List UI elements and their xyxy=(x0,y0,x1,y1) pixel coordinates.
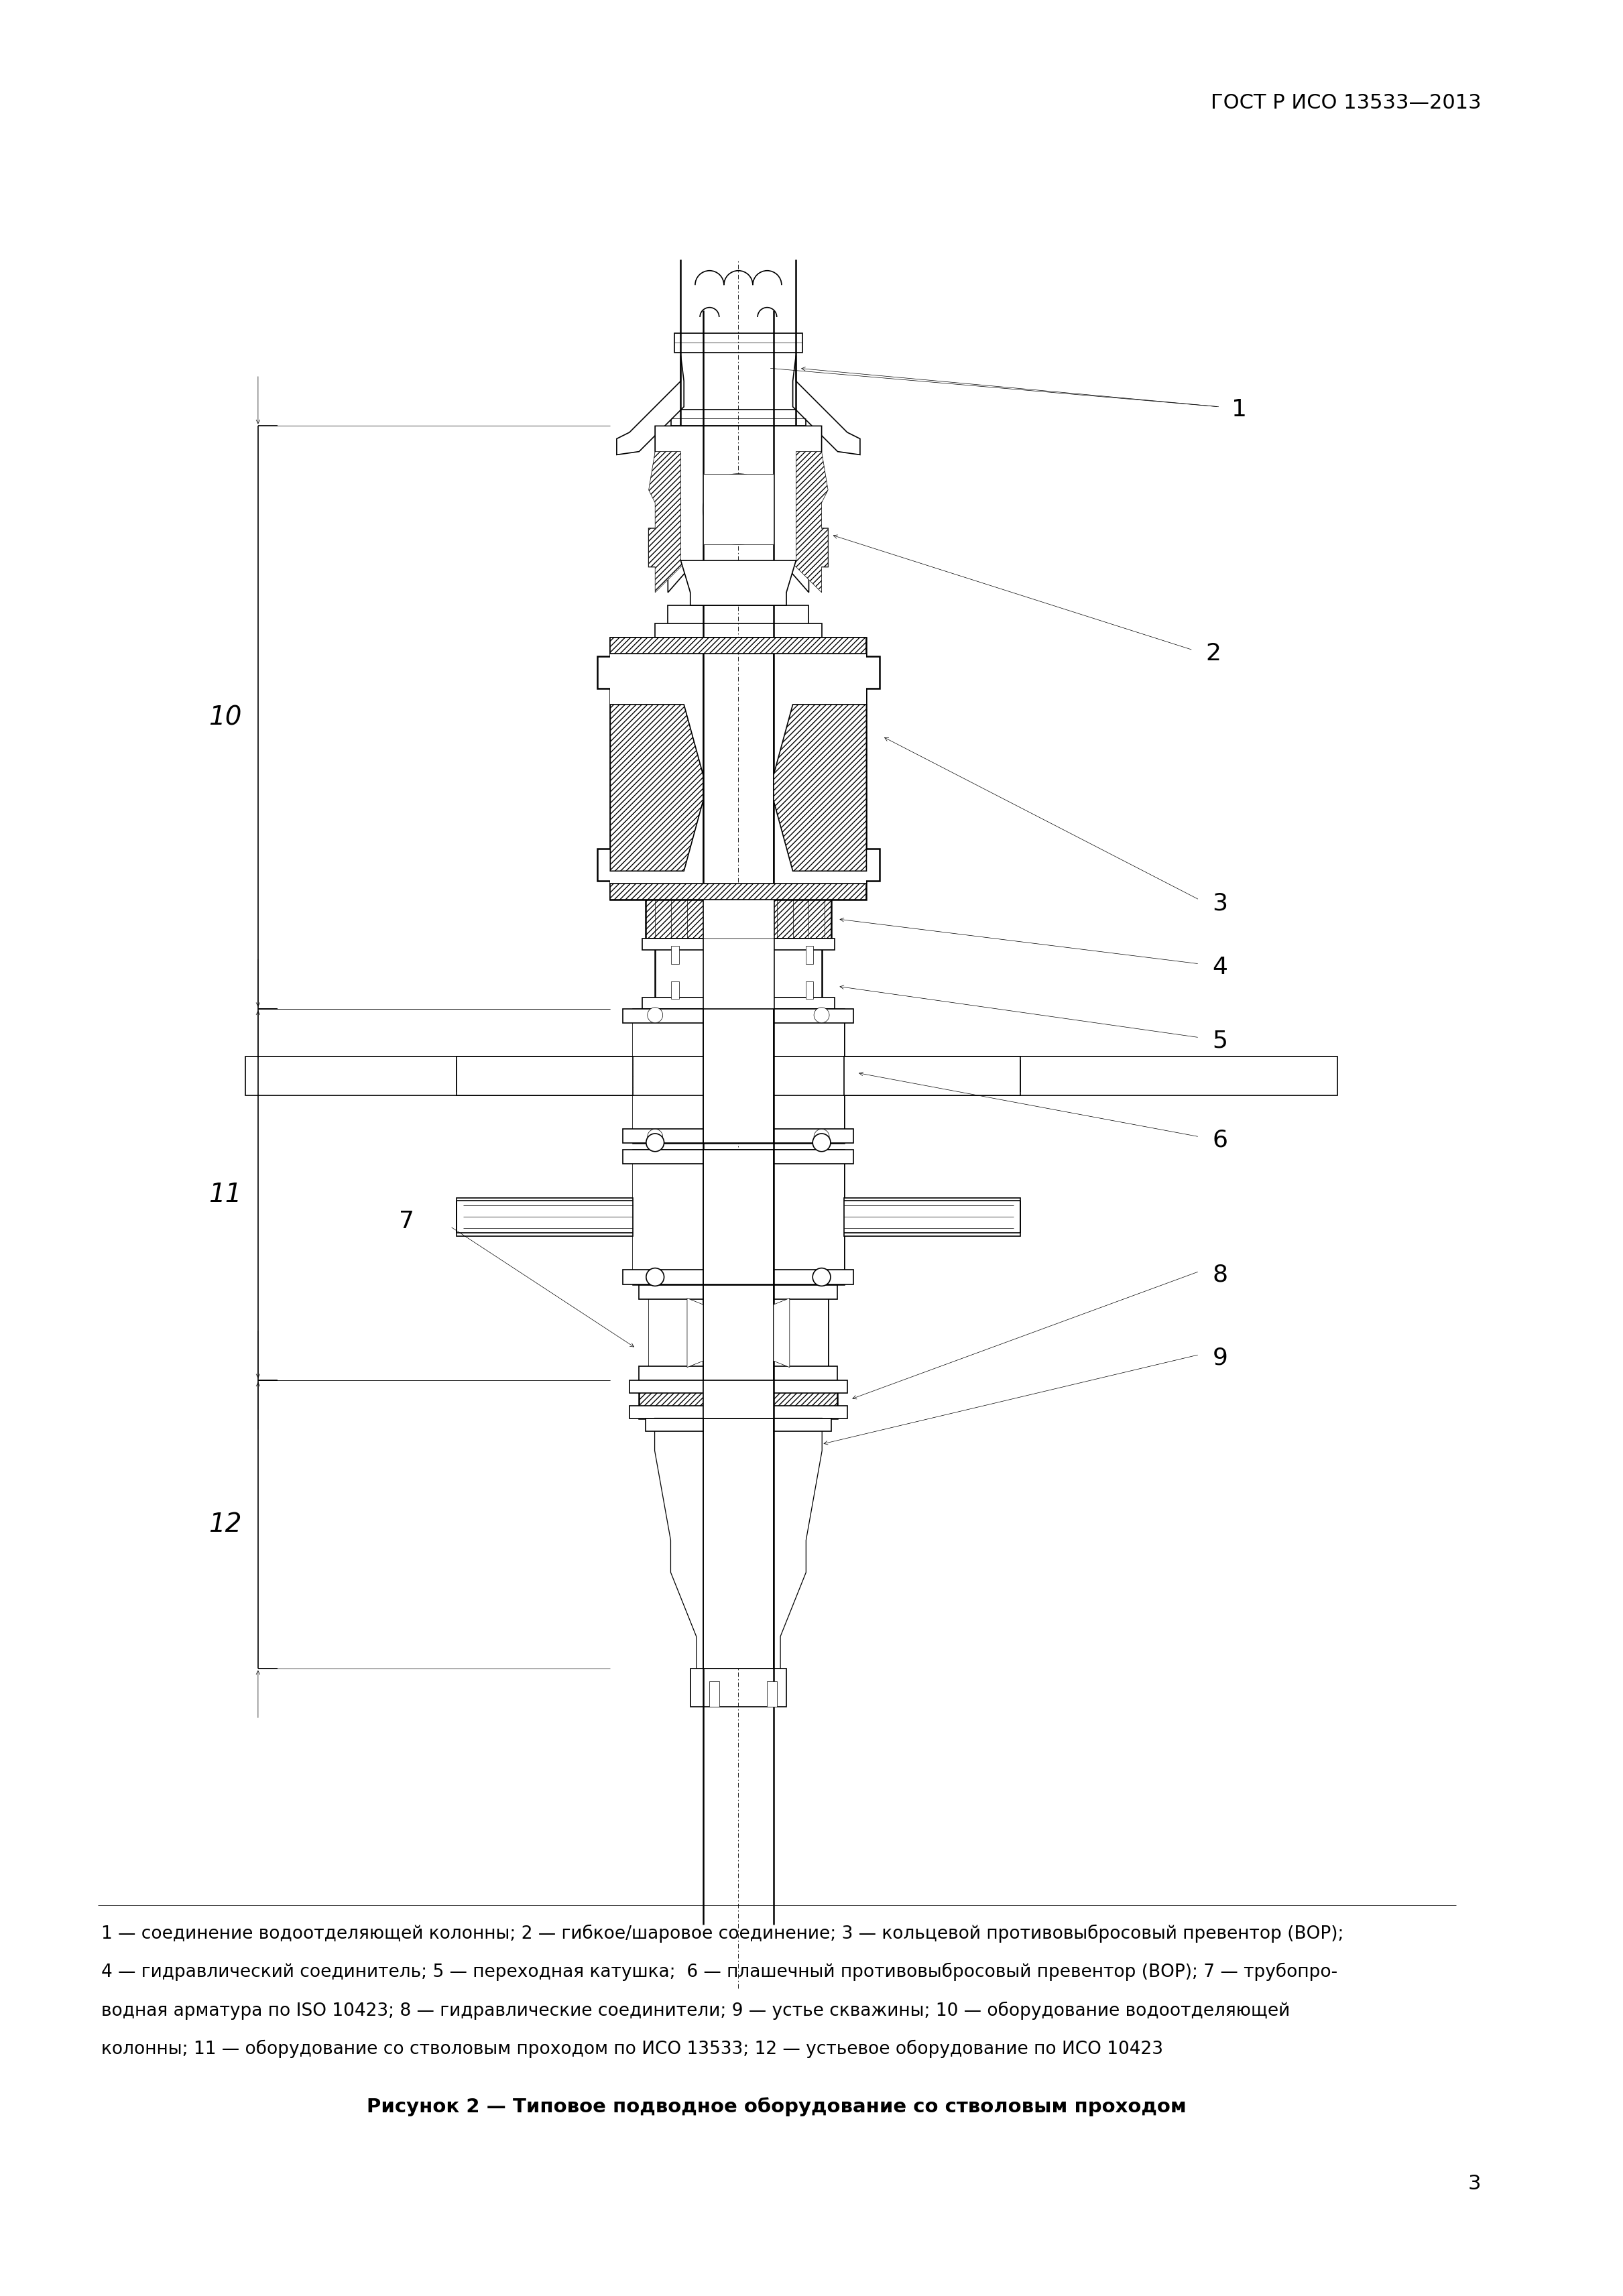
Text: 7: 7 xyxy=(399,1210,414,1233)
Bar xyxy=(610,884,867,900)
Text: 1: 1 xyxy=(1232,400,1246,422)
Bar xyxy=(633,1008,844,1143)
Bar xyxy=(703,1286,774,1380)
Bar xyxy=(690,1669,787,1706)
Text: 12: 12 xyxy=(209,1511,242,1536)
Bar xyxy=(623,1150,854,1164)
Polygon shape xyxy=(633,1150,703,1283)
Polygon shape xyxy=(656,1419,821,1669)
Polygon shape xyxy=(789,427,828,592)
Bar xyxy=(633,1150,844,1283)
Bar xyxy=(670,980,678,999)
Bar xyxy=(768,1681,777,1706)
Bar xyxy=(844,1199,1021,1235)
Bar xyxy=(623,1270,854,1283)
Bar xyxy=(805,980,813,999)
Bar xyxy=(646,1419,831,1430)
Circle shape xyxy=(646,1267,664,1286)
Text: 2: 2 xyxy=(1206,643,1220,664)
Bar xyxy=(656,622,821,638)
Bar xyxy=(844,1056,1021,1095)
Text: 4: 4 xyxy=(1212,955,1227,978)
Bar xyxy=(649,1286,828,1380)
Bar xyxy=(456,1056,633,1095)
Polygon shape xyxy=(610,705,703,870)
Text: колонны; 11 — оборудование со стволовым проходом по ИСО 13533; 12 — устьевое обо: колонны; 11 — оборудование со стволовым … xyxy=(101,2039,1164,2057)
Bar xyxy=(610,638,867,654)
Polygon shape xyxy=(633,1008,703,1143)
Bar xyxy=(703,1150,774,1283)
Bar xyxy=(703,1380,774,1419)
Polygon shape xyxy=(774,1419,821,1669)
Text: 11: 11 xyxy=(209,1182,242,1208)
Polygon shape xyxy=(649,427,828,606)
Text: 8: 8 xyxy=(1212,1263,1227,1286)
Bar xyxy=(630,1380,847,1394)
Circle shape xyxy=(813,1134,831,1153)
Text: 5: 5 xyxy=(1212,1029,1227,1052)
Circle shape xyxy=(813,1267,831,1286)
Polygon shape xyxy=(792,356,860,455)
Circle shape xyxy=(648,1130,662,1143)
Bar xyxy=(703,939,774,1008)
Bar xyxy=(670,946,678,964)
Bar xyxy=(674,333,802,351)
Polygon shape xyxy=(774,705,867,870)
Polygon shape xyxy=(610,638,703,900)
Bar xyxy=(669,606,808,625)
Text: 9: 9 xyxy=(1212,1345,1227,1368)
Polygon shape xyxy=(649,1286,703,1380)
Text: 10: 10 xyxy=(209,705,242,730)
Bar xyxy=(703,900,774,939)
Polygon shape xyxy=(774,1150,844,1283)
Circle shape xyxy=(813,1130,829,1143)
Polygon shape xyxy=(774,638,867,900)
Text: 1 — соединение водоотделяющей колонны; 2 — гибкое/шаровое соединение; 3 — кольце: 1 — соединение водоотделяющей колонны; 2… xyxy=(101,1924,1344,1942)
Bar xyxy=(623,1130,854,1143)
Polygon shape xyxy=(656,1419,703,1669)
Bar xyxy=(709,1681,719,1706)
Circle shape xyxy=(703,473,774,544)
Circle shape xyxy=(813,1008,829,1022)
Polygon shape xyxy=(680,560,795,606)
Bar xyxy=(639,1366,837,1380)
Bar xyxy=(703,473,774,544)
Bar xyxy=(703,1008,774,1143)
Bar xyxy=(456,1199,633,1235)
Text: ГОСТ Р ИСО 13533—2013: ГОСТ Р ИСО 13533—2013 xyxy=(1211,92,1482,113)
Bar xyxy=(643,939,834,951)
Bar xyxy=(245,1056,1337,1095)
Polygon shape xyxy=(687,1297,703,1368)
Polygon shape xyxy=(649,427,687,592)
Bar xyxy=(805,946,813,964)
Bar xyxy=(623,1008,854,1022)
Text: 3: 3 xyxy=(1469,2174,1482,2193)
Circle shape xyxy=(648,1008,662,1022)
Polygon shape xyxy=(774,1008,844,1143)
Bar xyxy=(630,1405,847,1419)
Bar xyxy=(656,939,821,1008)
Text: 4 — гидравлический соединитель; 5 — переходная катушка;  6 — плашечный противовы: 4 — гидравлический соединитель; 5 — пере… xyxy=(101,1963,1337,1981)
Bar xyxy=(639,1286,837,1300)
Text: Рисунок 2 — Типовое подводное оборудование со стволовым проходом: Рисунок 2 — Типовое подводное оборудован… xyxy=(367,2099,1186,2117)
Polygon shape xyxy=(617,356,683,455)
Polygon shape xyxy=(774,1286,828,1380)
Bar xyxy=(703,1419,774,1669)
Text: 6: 6 xyxy=(1212,1130,1227,1150)
Bar xyxy=(643,996,834,1008)
Circle shape xyxy=(646,1134,664,1153)
Polygon shape xyxy=(774,1297,789,1368)
Bar xyxy=(639,1380,837,1419)
Text: водная арматура по ISO 10423; 8 — гидравлические соединители; 9 — устье скважины: водная арматура по ISO 10423; 8 — гидрав… xyxy=(101,2002,1290,2020)
Polygon shape xyxy=(597,638,880,900)
Bar xyxy=(670,411,805,427)
Text: 3: 3 xyxy=(1212,891,1227,914)
Bar xyxy=(646,900,831,939)
